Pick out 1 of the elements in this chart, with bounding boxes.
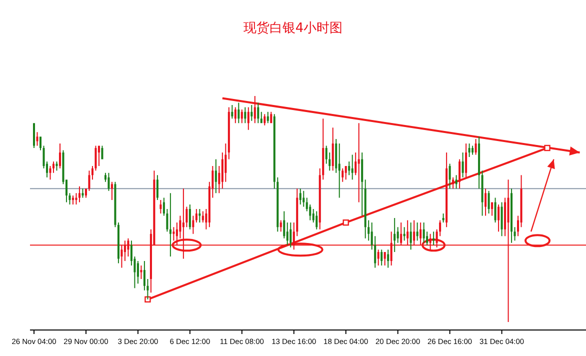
title: 现货白银4小时图 [243,21,343,36]
